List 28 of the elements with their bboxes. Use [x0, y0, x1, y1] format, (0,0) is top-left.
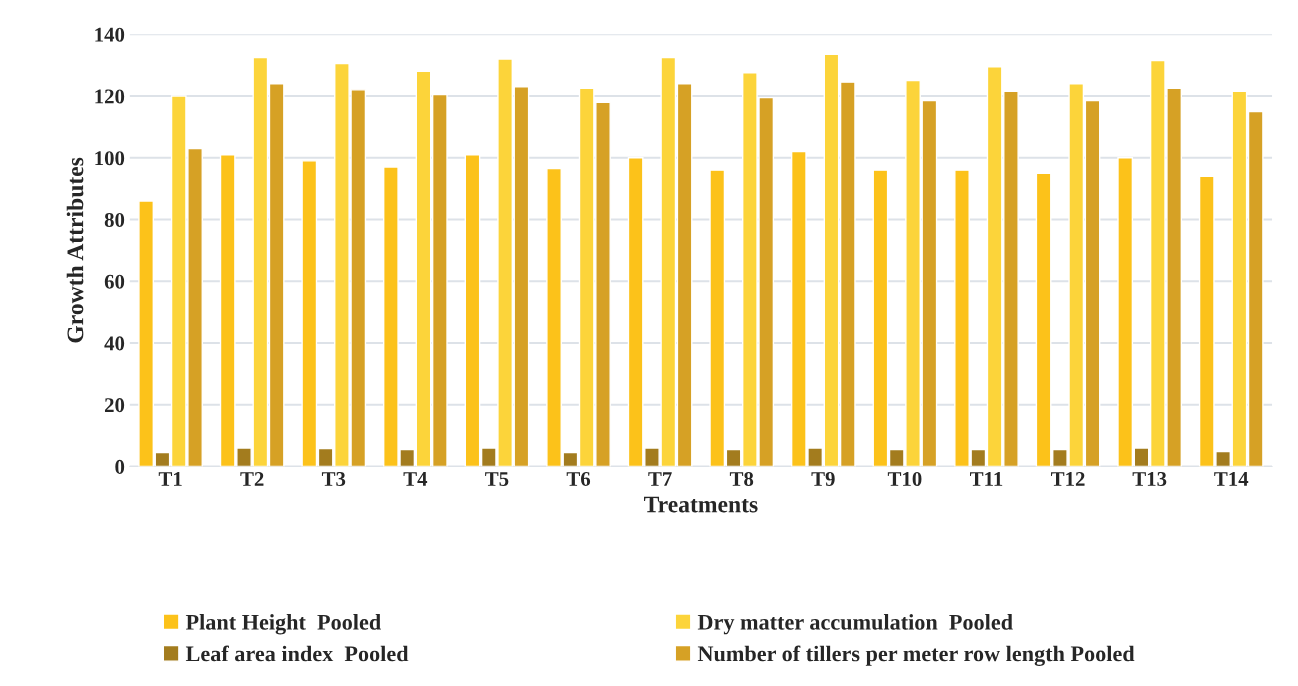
x-tick-label: T11 — [970, 472, 1003, 486]
y-tick-label: 120 — [95, 89, 125, 104]
x-tick-label: T2 — [240, 472, 264, 486]
x-tick-label: T12 — [1051, 472, 1085, 486]
x-tick-label: T6 — [566, 472, 591, 486]
y-axis-title: Growth Attributes — [66, 157, 84, 343]
legend-label: Dry matter accumulation Pooled — [697, 614, 1013, 635]
x-tick-label: T13 — [1132, 472, 1167, 486]
legend-label: Leaf area index Pooled — [185, 645, 409, 662]
x-tick-label: T9 — [811, 472, 835, 486]
y-tick-label: 140 — [95, 27, 125, 42]
x-tick-label: T1 — [158, 472, 182, 486]
x-tick-label: T7 — [648, 472, 672, 486]
y-tick-label: 40 — [104, 336, 125, 351]
y-tick-label: 100 — [95, 151, 125, 166]
legend-label: Number of tillers per meter row length Pooled — [697, 645, 1135, 666]
x-tick-label: T3 — [321, 472, 346, 486]
y-tick-label: 0 — [115, 459, 125, 474]
x-tick-label: T5 — [485, 472, 509, 486]
legend-label: Plant Height Pooled — [185, 614, 381, 635]
x-tick-label: T10 — [887, 471, 922, 486]
x-tick-label: T8 — [729, 471, 754, 486]
y-tick-label: 80 — [104, 212, 125, 227]
x-tick-label: T14 — [1214, 472, 1249, 486]
y-tick-label: 20 — [104, 398, 125, 413]
x-tick-label: T4 — [403, 472, 428, 486]
x-axis-title: Treatments — [644, 496, 758, 513]
y-tick-label: 60 — [104, 274, 125, 289]
